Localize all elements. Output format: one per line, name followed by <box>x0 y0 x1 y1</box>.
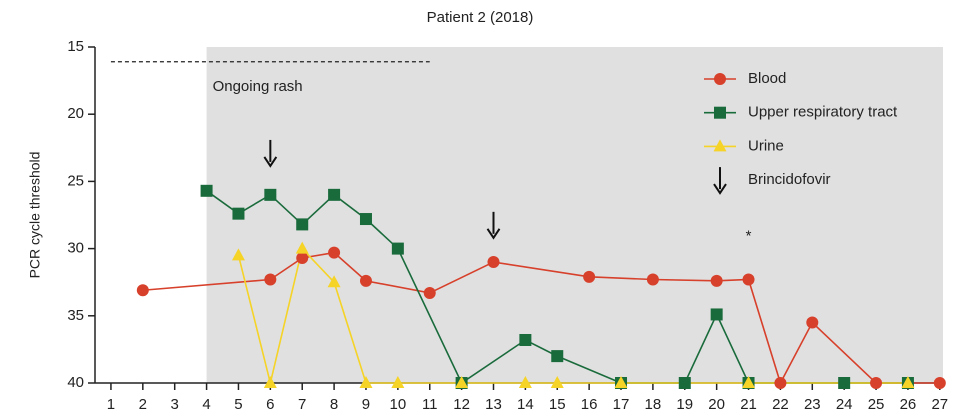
data-point <box>710 274 723 287</box>
x-tick-label: 25 <box>868 396 885 413</box>
data-point <box>742 273 755 286</box>
data-point <box>774 377 787 389</box>
y-tick-label: 25 <box>67 172 84 189</box>
data-point <box>327 275 341 288</box>
arrow <box>713 167 727 195</box>
data-point <box>264 273 277 286</box>
x-tick-label: 11 <box>422 396 438 413</box>
data-point <box>583 270 596 283</box>
y-tick-label: 30 <box>67 240 84 257</box>
x-tick-label: 13 <box>485 396 502 413</box>
data-point <box>551 350 564 363</box>
data-point <box>328 188 341 201</box>
y-tick-label: 40 <box>67 374 84 391</box>
x-tick-label: 26 <box>900 396 917 413</box>
data-point <box>901 376 915 388</box>
x-tick-label: 19 <box>676 396 693 413</box>
data-point <box>359 213 372 226</box>
x-tick-label: 6 <box>266 396 274 413</box>
data-point <box>550 376 564 388</box>
x-tick-label: 16 <box>581 396 598 413</box>
arrow-head <box>263 156 278 168</box>
x-tick-label: 17 <box>613 396 630 413</box>
data-point <box>614 376 628 388</box>
x-tick-label: 12 <box>453 396 470 413</box>
x-tick-label: 23 <box>804 396 821 413</box>
data-point <box>423 286 436 299</box>
data-point <box>200 184 213 197</box>
data-point <box>455 376 469 388</box>
data-point <box>391 376 405 388</box>
data-point <box>296 252 309 265</box>
y-tick-label: 15 <box>67 38 84 55</box>
chart-title: Patient 2 (2018) <box>427 9 534 26</box>
data-point <box>519 333 532 346</box>
legend-marker <box>714 106 726 119</box>
x-tick-label: 15 <box>549 396 566 413</box>
data-point <box>933 377 946 389</box>
data-point <box>870 377 883 389</box>
x-tick-label: 1 <box>107 396 115 413</box>
legend-marker <box>714 73 726 85</box>
data-point <box>231 248 245 261</box>
x-tick-label: 5 <box>234 396 242 413</box>
y-axis-label: PCR cycle threshold <box>27 152 43 279</box>
y-tick-label: 20 <box>67 105 84 122</box>
legend-label: Urine <box>748 137 784 154</box>
legend-label: Upper respiratory tract <box>748 104 898 121</box>
rash-label: Ongoing rash <box>213 78 303 95</box>
y-tick-label: 35 <box>67 307 84 324</box>
x-tick-label: 8 <box>330 396 338 413</box>
data-point <box>136 284 149 297</box>
arrow-head <box>486 228 501 240</box>
x-tick-label: 27 <box>931 396 948 413</box>
data-point <box>328 246 341 259</box>
data-point <box>518 376 532 388</box>
x-tick-label: 3 <box>171 396 179 413</box>
arrow <box>486 211 501 240</box>
x-tick-label: 24 <box>836 396 853 413</box>
data-point <box>232 207 245 220</box>
data-point <box>359 376 373 388</box>
x-tick-label: 21 <box>740 396 757 413</box>
data-point <box>838 377 851 389</box>
legend-marker <box>713 139 727 152</box>
series-line <box>206 190 908 385</box>
annotation: * <box>746 227 752 244</box>
shaded-region <box>206 47 943 383</box>
arrow-head <box>713 183 727 195</box>
data-point <box>264 188 277 201</box>
x-tick-label: 18 <box>645 396 662 413</box>
data-point <box>295 241 309 254</box>
data-point <box>359 274 372 287</box>
data-point <box>263 376 277 388</box>
x-tick-label: 2 <box>139 396 147 413</box>
x-tick-label: 22 <box>772 396 789 413</box>
x-tick-label: 20 <box>708 396 725 413</box>
x-tick-label: 14 <box>517 396 534 413</box>
data-point <box>391 242 404 255</box>
legend-label: Blood <box>748 70 786 87</box>
data-point <box>742 376 756 388</box>
legend-label: Brincidofovir <box>748 171 831 188</box>
x-tick-label: 10 <box>390 396 407 413</box>
data-point <box>678 377 691 389</box>
data-point <box>296 218 309 231</box>
x-tick-label: 4 <box>202 396 210 413</box>
series-line <box>237 246 908 384</box>
data-point <box>646 273 659 286</box>
x-tick-label: 7 <box>298 396 306 413</box>
data-point <box>710 308 723 321</box>
arrow <box>263 139 278 168</box>
data-point <box>487 256 500 269</box>
data-point <box>806 316 819 329</box>
x-tick-label: 9 <box>362 396 370 413</box>
